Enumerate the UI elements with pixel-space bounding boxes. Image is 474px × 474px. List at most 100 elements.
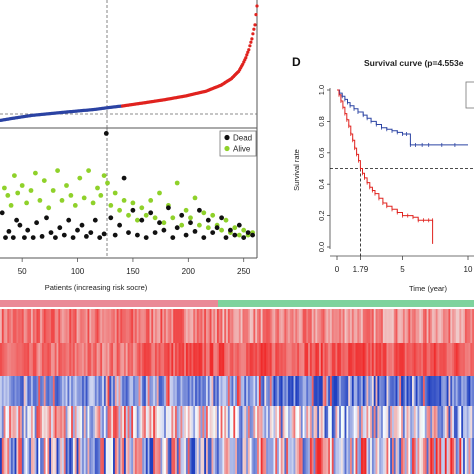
heatmap-cell	[173, 309, 176, 343]
heatmap-cell	[311, 406, 314, 438]
heatmap-cell	[145, 309, 149, 343]
heatmap-cell	[468, 376, 471, 406]
heatmap-cell	[390, 343, 393, 376]
heatmap-cell	[320, 376, 324, 406]
heatmap-cell	[38, 376, 41, 406]
heatmap-cell	[144, 376, 147, 406]
heatmap-cell	[113, 343, 116, 376]
heatmap-cell	[260, 406, 263, 438]
heatmap-cell	[300, 406, 304, 438]
heatmap-cell	[153, 376, 156, 406]
survival-x-tick-label: 1.79	[353, 265, 369, 274]
heatmap-cell	[82, 343, 85, 376]
heatmap-cell	[103, 376, 107, 406]
heatmap-cell	[412, 406, 415, 438]
dead-point	[197, 207, 202, 213]
heatmap-cell	[43, 309, 46, 343]
heatmap-cell	[78, 406, 81, 438]
heatmap-cell	[32, 438, 36, 474]
heatmap-cell	[227, 343, 231, 376]
heatmap-cell	[448, 343, 451, 376]
status-points	[0, 131, 256, 241]
heatmap-cell	[23, 343, 26, 376]
heatmap-cell	[455, 376, 458, 406]
heatmap-cell	[453, 309, 457, 343]
heatmap-cell	[52, 343, 56, 376]
heatmap-cell	[134, 406, 138, 438]
heatmap-cell	[401, 438, 404, 474]
heatmap-cell	[0, 438, 3, 474]
heatmap-cell	[306, 309, 309, 343]
survival-x-tick-label: 10	[464, 265, 473, 274]
status-x-axis-ticks: 50 100 150 200 250	[18, 258, 251, 276]
heatmap-cell	[384, 438, 387, 474]
heatmap-cell	[187, 309, 190, 343]
dead-point	[121, 175, 127, 181]
heatmap-cell	[10, 438, 14, 474]
heatmap-cell	[60, 406, 63, 438]
heatmap-cell	[120, 438, 123, 474]
heatmap-cell	[320, 343, 324, 376]
heatmap-cell	[43, 406, 46, 438]
heatmap-cell	[331, 309, 335, 343]
heatmap-cell	[244, 406, 247, 438]
legend-dead-label: Dead	[233, 134, 252, 143]
heatmap-cell	[415, 438, 418, 474]
heatmap-cell	[176, 406, 180, 438]
heatmap-cell	[417, 309, 420, 343]
heatmap-cell	[408, 343, 411, 376]
risk-point-high	[251, 32, 255, 36]
heatmap-cell	[175, 376, 178, 406]
heatmap-cell	[182, 438, 185, 474]
dead-point	[75, 227, 80, 233]
heatmap-cell	[455, 438, 458, 474]
heatmap-cell	[145, 343, 149, 376]
heatmap-cell	[182, 309, 185, 343]
alive-point	[152, 215, 158, 221]
heatmap-cell	[7, 406, 10, 438]
heatmap-cell	[381, 343, 384, 376]
heatmap-cell	[382, 406, 386, 438]
heatmap-cell	[450, 438, 453, 474]
heatmap-cell	[83, 376, 87, 406]
heatmap-cell	[437, 406, 440, 438]
heatmap-cell	[288, 309, 291, 343]
heatmap-cell	[235, 343, 238, 376]
heatmap-cell	[182, 343, 185, 376]
heatmap-cell	[41, 438, 45, 474]
heatmap-cell	[417, 376, 420, 406]
alive-point	[19, 183, 25, 188]
heatmap-cell	[404, 406, 407, 438]
heatmap-cell	[360, 406, 364, 438]
dead-point	[130, 207, 136, 213]
dead-point	[17, 222, 23, 228]
heatmap-cell	[131, 309, 134, 343]
heatmap-cell	[20, 343, 23, 376]
heatmap-cell	[76, 406, 79, 438]
heatmap-cell	[231, 376, 234, 406]
heatmap-cell	[187, 343, 190, 376]
heatmap-cell	[353, 343, 356, 376]
heatmap-cell	[461, 343, 464, 376]
heatmap-cell	[127, 438, 130, 474]
heatmap-cell	[184, 376, 187, 406]
heatmap-cell	[29, 406, 32, 438]
heatmap-cell	[206, 406, 209, 438]
dead-point	[170, 235, 176, 241]
heatmap-cell	[439, 343, 442, 376]
heatmap-cell	[253, 343, 256, 376]
heatmap-cell	[180, 438, 183, 474]
heatmap-cell	[370, 376, 373, 406]
heatmap-cell	[180, 406, 183, 438]
heatmap-cell	[215, 343, 218, 376]
legend-alive-label: Alive	[233, 145, 251, 154]
heatmap-cell	[391, 343, 395, 376]
heatmap-cell	[286, 376, 289, 406]
heatmap-cell	[309, 309, 313, 343]
heatmap-cell	[156, 376, 159, 406]
heatmap-cell	[319, 343, 322, 376]
alive-point	[210, 212, 216, 218]
heatmap-cell	[386, 438, 389, 474]
heatmap-cell	[344, 376, 347, 406]
heatmap-cell	[284, 343, 287, 376]
